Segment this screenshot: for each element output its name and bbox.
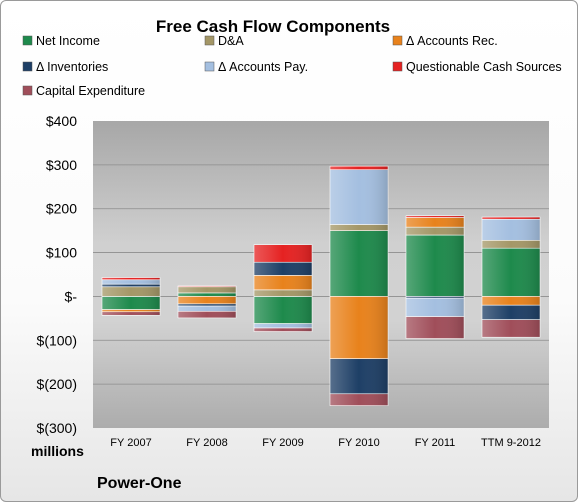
legend-swatch bbox=[204, 35, 215, 46]
legend-label: Δ Inventories bbox=[36, 60, 108, 74]
bar-shading bbox=[102, 284, 160, 287]
bar-shading bbox=[178, 303, 236, 307]
legend-label: Capital Expenditure bbox=[36, 84, 145, 98]
chart-title: Free Cash Flow Components bbox=[156, 17, 390, 36]
legend-swatch bbox=[392, 61, 403, 72]
y-tick-label: $- bbox=[65, 288, 78, 304]
bar-shading bbox=[102, 277, 160, 280]
bar-shading bbox=[482, 305, 540, 320]
legend-label: D&A bbox=[218, 34, 244, 48]
bar-shading bbox=[330, 296, 388, 359]
bar-shading bbox=[178, 286, 236, 293]
bar-shading bbox=[330, 393, 388, 406]
x-axis-ticks: FY 2007 FY 2008 FY 2009 FY 2010 FY 2011 TTM 9… bbox=[110, 437, 541, 449]
legend-swatch bbox=[22, 61, 33, 72]
x-tick-label: FY 2007 bbox=[110, 437, 151, 449]
x-tick-label: TTM 9-2012 bbox=[481, 437, 541, 449]
bar-shading bbox=[102, 279, 160, 285]
y-axis-ticks: $400 $300 $200 $100 $- $(100) $(200) $(300) bbox=[37, 113, 78, 436]
bar-shading bbox=[102, 286, 160, 297]
bar-shading bbox=[178, 311, 236, 318]
bar-shading bbox=[406, 215, 464, 218]
bar-shading bbox=[330, 166, 388, 170]
plot-area bbox=[93, 121, 549, 428]
legend: Net Income D&A Δ Accounts Rec. Δ Inventorie… bbox=[22, 34, 562, 98]
bar-shading bbox=[254, 244, 312, 263]
x-tick-label: FY 2011 bbox=[415, 437, 456, 449]
bar-shading bbox=[330, 169, 388, 225]
company-name: Power-One bbox=[97, 475, 182, 492]
bar-shading bbox=[406, 296, 464, 299]
bar-shading bbox=[406, 217, 464, 228]
bar-shading bbox=[102, 296, 160, 310]
y-tick-label: $(200) bbox=[37, 376, 77, 392]
y-tick-label: $200 bbox=[46, 201, 77, 217]
legend-swatch bbox=[204, 61, 215, 72]
x-tick-label: FY 2008 bbox=[186, 437, 227, 449]
bar-shading bbox=[254, 323, 312, 329]
bar-shading bbox=[178, 285, 236, 287]
bar-shading bbox=[482, 217, 540, 220]
legend-label: Δ Accounts Rec. bbox=[406, 34, 498, 48]
bar-shading bbox=[254, 296, 312, 324]
bar-shading bbox=[178, 306, 236, 312]
legend-label: Net Income bbox=[36, 34, 100, 48]
legend-swatch bbox=[392, 35, 403, 46]
bar-shading bbox=[254, 275, 312, 290]
bar-shading bbox=[330, 358, 388, 394]
legend-label: Δ Accounts Pay. bbox=[218, 60, 308, 74]
bars bbox=[101, 165, 541, 406]
bar-shading bbox=[254, 328, 312, 332]
bar-shading bbox=[330, 230, 388, 297]
bar-shading bbox=[482, 319, 540, 338]
bar-shading bbox=[406, 235, 464, 297]
bar-shading bbox=[406, 316, 464, 339]
legend-label: Questionable Cash Sources bbox=[406, 60, 562, 74]
bar-shading bbox=[406, 227, 464, 236]
x-tick-label: FY 2009 bbox=[262, 437, 303, 449]
unit-label: millions bbox=[31, 443, 84, 459]
bar-shading bbox=[254, 289, 312, 297]
bar-shading bbox=[482, 296, 540, 306]
bar-shading bbox=[406, 298, 464, 317]
y-tick-label: $(100) bbox=[37, 332, 77, 348]
bar-shading bbox=[178, 292, 236, 297]
x-tick-label: FY 2010 bbox=[338, 437, 379, 449]
bar-shading bbox=[178, 296, 236, 304]
bar-shading bbox=[482, 219, 540, 241]
bar-shading bbox=[102, 311, 160, 316]
bar-shading bbox=[102, 309, 160, 312]
bar-shading bbox=[482, 248, 540, 297]
y-tick-label: $(300) bbox=[37, 420, 77, 436]
bar-shading bbox=[482, 240, 540, 249]
bar-shading bbox=[330, 224, 388, 231]
y-tick-label: $300 bbox=[46, 157, 77, 173]
bar-shading bbox=[254, 262, 312, 276]
legend-swatch bbox=[22, 35, 33, 46]
gridlines bbox=[93, 164, 549, 385]
legend-swatch bbox=[22, 85, 33, 96]
y-tick-label: $100 bbox=[46, 245, 77, 261]
y-tick-label: $400 bbox=[46, 113, 77, 129]
